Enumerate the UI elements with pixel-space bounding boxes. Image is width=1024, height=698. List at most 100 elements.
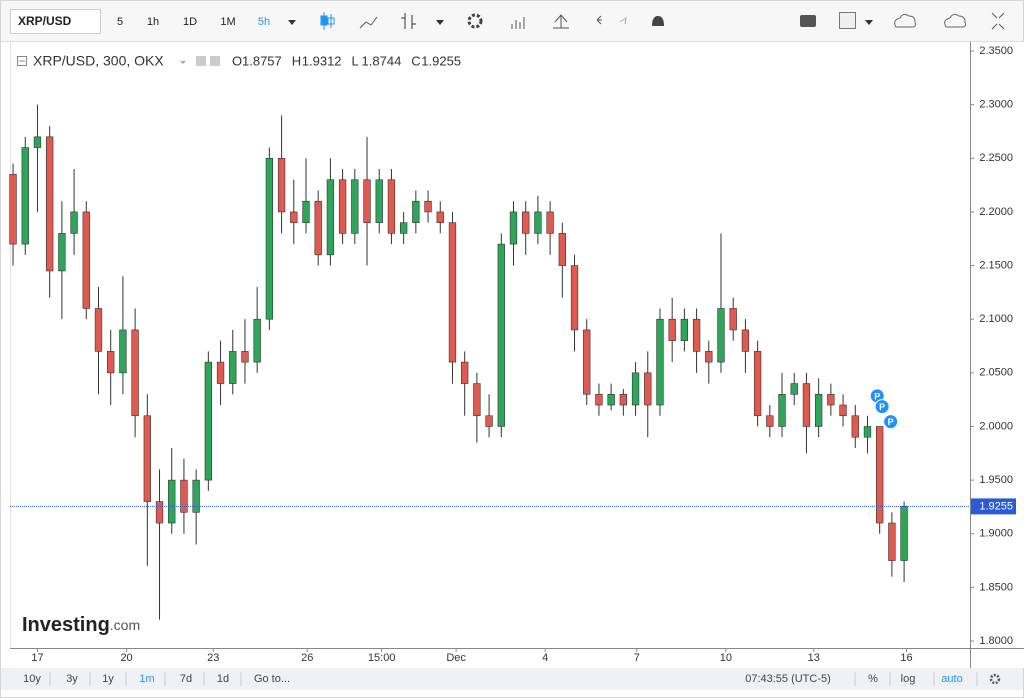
x-tick-label: 17: [31, 652, 43, 664]
bar-icon[interactable]: [401, 13, 416, 29]
interval-button[interactable]: 1M: [220, 16, 235, 28]
y-tick-label: 1.8500: [979, 581, 1013, 593]
candle-body: [546, 211, 554, 234]
candle-body: [33, 136, 42, 148]
symbol[interactable]: XRP/USD: [18, 14, 72, 28]
candle-body: [180, 479, 188, 513]
candle-body: [680, 318, 689, 341]
candle-body: [229, 351, 237, 384]
y-tick-label: 2.0000: [979, 420, 1013, 432]
candle-body: [302, 200, 310, 223]
dropdown-arrow[interactable]: [865, 20, 873, 25]
candle-body: [668, 318, 676, 341]
ohlc-value: 1.9312: [302, 53, 342, 68]
ohlc-value: 1.8757: [242, 53, 282, 68]
title-dropdown[interactable]: [180, 61, 186, 64]
candle-body: [9, 174, 17, 245]
y-tick-label: 1.9500: [979, 474, 1013, 486]
line-icon[interactable]: [359, 16, 378, 29]
fullscreen-icon[interactable]: [991, 12, 1005, 30]
watermark: Investing.com: [22, 614, 140, 636]
interval-button[interactable]: 5h: [258, 16, 270, 28]
x-tick-label: 26: [301, 652, 313, 664]
candle-body: [314, 200, 322, 256]
scale-button[interactable]: auto: [941, 673, 962, 685]
range-button[interactable]: Go to...: [254, 673, 290, 685]
candle-body: [851, 415, 859, 438]
camera-icon[interactable]: [800, 15, 816, 27]
visibility-icon[interactable]: [196, 56, 206, 66]
event-marker[interactable]: [883, 414, 899, 430]
range-button[interactable]: 10y: [23, 673, 41, 685]
candle-body: [387, 179, 396, 234]
candle-body: [375, 179, 383, 223]
range-button[interactable]: 7d: [180, 673, 192, 685]
candle-body: [265, 157, 274, 320]
candle-body: [705, 351, 713, 363]
y-tick-label: 2.3000: [979, 99, 1013, 111]
alert-icon[interactable]: [652, 16, 664, 26]
candle-body: [131, 329, 139, 417]
bottom-bar: [1, 668, 1023, 690]
dropdown-arrow[interactable]: [436, 20, 444, 25]
symbol-box[interactable]: [10, 9, 101, 34]
candle-body: [412, 200, 420, 223]
settings-icon[interactable]: [467, 13, 483, 29]
candle-body: [363, 179, 371, 223]
y-tick-label: 2.2500: [979, 152, 1013, 164]
compare-icon[interactable]: [553, 14, 569, 29]
x-tick-label: 20: [120, 652, 132, 664]
range-button[interactable]: 3y: [66, 673, 78, 685]
candle-body: [876, 426, 884, 524]
interval-button[interactable]: 1D: [183, 16, 197, 28]
interval-button[interactable]: 5: [117, 16, 123, 28]
ohlc-value: 1.9255: [421, 53, 461, 68]
event-label: P: [874, 391, 880, 401]
cloud-save-icon[interactable]: [944, 13, 967, 28]
interval-button[interactable]: 1h: [147, 16, 159, 28]
candle-body: [326, 179, 335, 256]
range-button[interactable]: 1y: [102, 673, 114, 685]
candle-body: [82, 211, 90, 309]
candle-body: [753, 351, 762, 417]
scale-button[interactable]: %: [868, 673, 878, 685]
candle-body: [778, 393, 786, 427]
dropdown-arrow[interactable]: [288, 20, 296, 25]
scale-button[interactable]: log: [901, 673, 916, 685]
plot-area: [9, 104, 908, 620]
candle-body: [802, 383, 811, 427]
watermark-brand: Investing: [22, 614, 110, 636]
last-price-label: 1.9255: [979, 500, 1013, 512]
y-tick-label: 2.1500: [979, 259, 1013, 271]
ohlc-key: H: [292, 53, 301, 68]
ohlc-key: C: [411, 53, 420, 68]
candle-body: [741, 329, 750, 352]
candle-body: [473, 383, 481, 417]
indicators-icon[interactable]: [511, 17, 525, 29]
color-box[interactable]: [839, 12, 856, 29]
collapse-icon[interactable]: [17, 56, 27, 66]
settings-small-icon[interactable]: [210, 56, 220, 66]
event-label: P: [879, 402, 885, 412]
chart-title: XRP/USD, 300, OKX: [33, 53, 164, 69]
settings-icon[interactable]: [989, 673, 1001, 685]
cloud-load-icon[interactable]: [894, 13, 917, 28]
range-button[interactable]: 1m: [139, 673, 154, 685]
x-tick-label: 4: [542, 652, 548, 664]
ohlc-value: 1.8744: [362, 53, 402, 68]
ohlc-key: L: [352, 53, 359, 68]
candle-icon[interactable]: [320, 12, 335, 30]
range-button[interactable]: 1d: [217, 673, 229, 685]
candle-body: [21, 147, 29, 245]
candle-body: [888, 522, 896, 561]
y-tick-label: 1.9000: [979, 528, 1013, 540]
event-marker[interactable]: [874, 399, 890, 415]
redo-icon[interactable]: [619, 16, 627, 25]
candle-body: [790, 383, 798, 395]
undo-icon[interactable]: [596, 15, 602, 25]
x-tick-label: Dec: [446, 652, 466, 664]
y-tick-label: 2.0500: [979, 367, 1013, 379]
